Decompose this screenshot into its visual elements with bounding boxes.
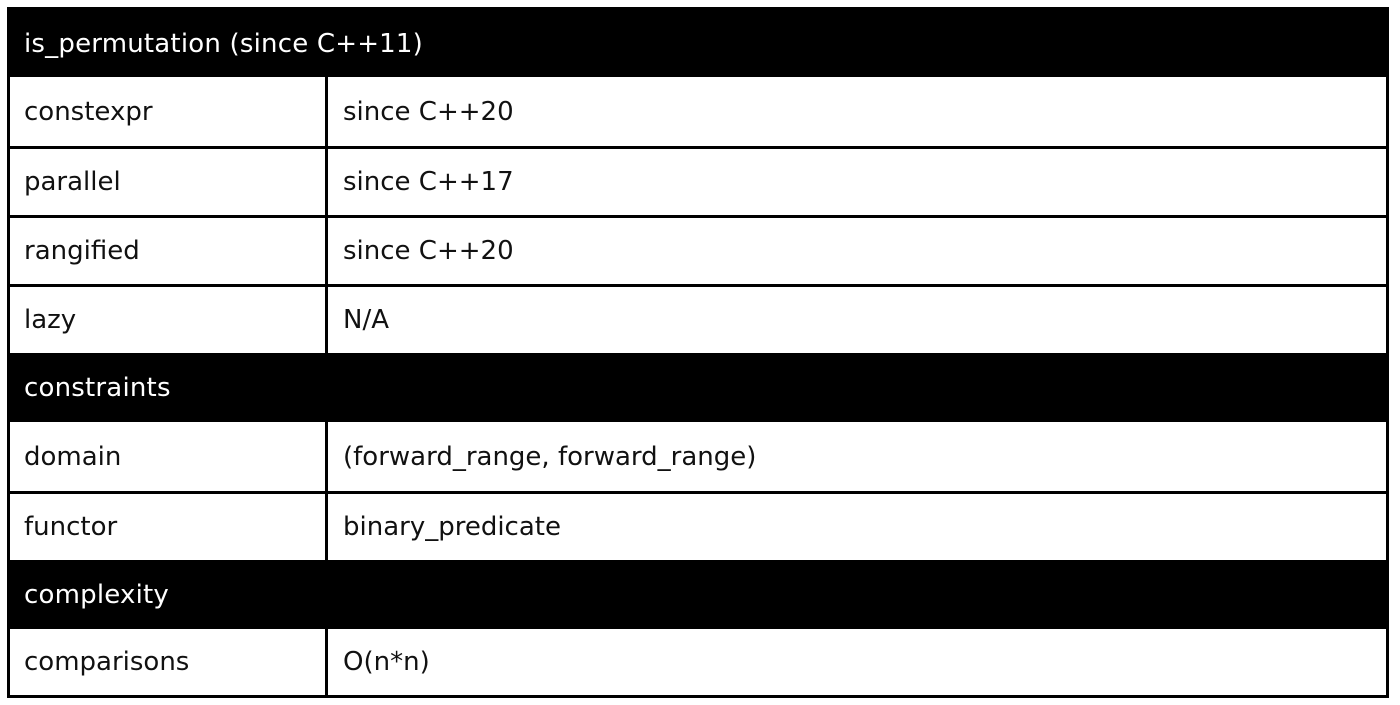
table-row-lazy: lazy N/A <box>10 284 1386 353</box>
constraint-key: functor <box>10 494 328 560</box>
section-header-constraints: constraints <box>10 353 1386 422</box>
complexity-value: O(n*n) <box>343 647 430 677</box>
property-value: since C++20 <box>343 96 514 127</box>
table-title: is_permutation (since C++11) <box>10 10 1386 77</box>
table-row-rangified: rangified since C++20 <box>10 215 1386 284</box>
property-value: N/A <box>343 305 389 335</box>
constraint-value: binary_predicate <box>343 512 561 542</box>
table-row-constexpr: constexpr since C++20 <box>10 77 1386 146</box>
constraint-value: (forward_range, forward_range) <box>343 441 757 472</box>
property-key: parallel <box>10 149 328 215</box>
property-value: since C++17 <box>343 167 514 197</box>
table-row-comparisons: comparisons O(n*n) <box>10 629 1386 695</box>
property-key: rangified <box>10 218 328 284</box>
property-key: constexpr <box>10 77 328 146</box>
algorithm-summary-table: is_permutation (since C++11) constexpr s… <box>7 7 1389 698</box>
property-key: lazy <box>10 287 328 353</box>
constraint-key: domain <box>10 422 328 491</box>
property-value: since C++20 <box>343 236 514 266</box>
table-row-domain: domain (forward_range, forward_range) <box>10 422 1386 491</box>
table-row-parallel: parallel since C++17 <box>10 146 1386 215</box>
table-row-functor: functor binary_predicate <box>10 491 1386 560</box>
section-header-complexity: complexity <box>10 560 1386 629</box>
complexity-key: comparisons <box>10 629 328 695</box>
